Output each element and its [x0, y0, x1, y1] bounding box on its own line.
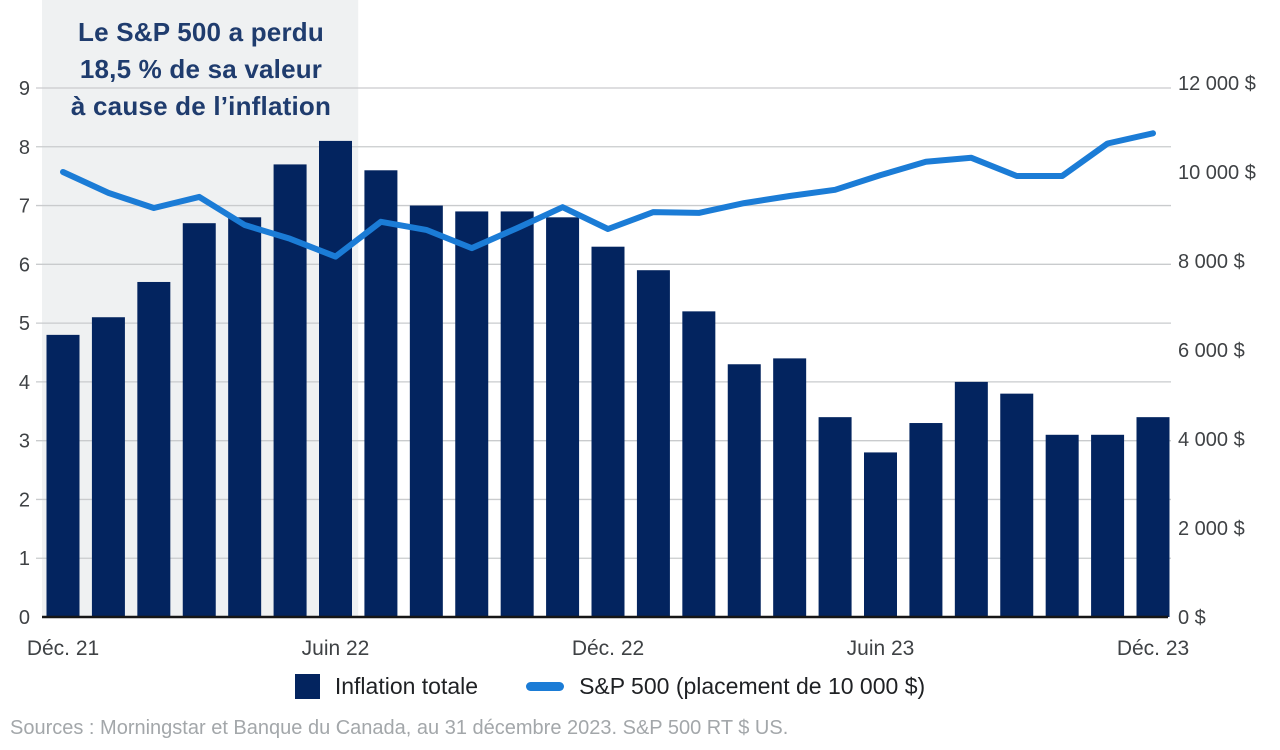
inflation-bar	[319, 140, 353, 617]
y-left-tick-label: 6	[19, 254, 30, 276]
inflation-bar	[727, 364, 761, 617]
y-right-tick-label: 6 000 $	[1178, 340, 1245, 362]
y-left-tick-label: 4	[19, 372, 30, 394]
inflation-bar	[182, 223, 216, 617]
inflation-bar	[909, 423, 943, 617]
y-right-tick-label: 12 000 $	[1178, 73, 1256, 95]
x-tick-label: Juin 23	[847, 637, 915, 660]
annotation-callout: Le S&P 500 a perdu 18,5 % de sa valeur à…	[42, 14, 360, 125]
legend-label-inflation: Inflation totale	[334, 672, 479, 699]
sp500-swatch-icon	[526, 681, 565, 691]
x-tick-label: Juin 22	[302, 637, 370, 660]
y-right-tick-label: 0 $	[1178, 607, 1206, 629]
inflation-bar	[455, 211, 489, 617]
inflation-bar	[864, 452, 898, 617]
inflation-bar	[636, 270, 670, 617]
annotation-line-1: Le S&P 500 a perdu	[78, 17, 324, 47]
inflation-bar	[1136, 417, 1170, 617]
inflation-bar	[228, 217, 262, 618]
inflation-bar	[364, 170, 398, 618]
x-tick-label: Déc. 21	[27, 637, 99, 660]
y-left-tick-label: 1	[19, 548, 30, 570]
inflation-bar	[1045, 434, 1079, 617]
legend: Inflation totale S&P 500 (placement de 1…	[0, 669, 1280, 703]
inflation-bar	[954, 381, 988, 617]
inflation-bar	[46, 334, 80, 617]
y-right-tick-label: 4 000 $	[1178, 429, 1245, 451]
y-left-tick-label: 5	[19, 313, 30, 335]
y-right-tick-label: 10 000 $	[1178, 162, 1256, 184]
inflation-swatch-icon	[294, 673, 320, 699]
inflation-bar	[500, 211, 534, 617]
inflation-bar	[682, 311, 716, 617]
inflation-bar	[91, 317, 125, 617]
y-left-tick-label: 7	[19, 196, 30, 218]
inflation-bar	[1000, 393, 1034, 617]
annotation-line-2: 18,5 % de sa valeur	[79, 54, 323, 84]
legend-item-inflation: Inflation totale	[294, 672, 479, 700]
inflation-bar	[137, 281, 171, 617]
inflation-bar	[546, 217, 580, 618]
y-left-tick-label: 8	[19, 137, 30, 159]
sp500-line	[60, 130, 1157, 260]
y-right-tick-label: 8 000 $	[1178, 251, 1245, 273]
inflation-bar	[1091, 434, 1125, 617]
y-left-tick-label: 0	[19, 607, 30, 629]
x-tick-label: Déc. 23	[1117, 637, 1189, 660]
y-left-tick-label: 2	[19, 489, 30, 511]
inflation-bar	[409, 205, 443, 618]
inflation-bar	[773, 358, 807, 617]
y-left-tick-label: 3	[19, 431, 30, 453]
y-left-tick-label: 9	[19, 78, 30, 100]
y-right-tick-label: 2 000 $	[1178, 518, 1245, 540]
annotation-line-3: à cause de l’inflation	[70, 91, 332, 121]
x-tick-label: Déc. 22	[572, 637, 644, 660]
inflation-bar	[591, 246, 625, 617]
source-note: Sources : Morningstar et Banque du Canad…	[10, 717, 789, 739]
inflation-bar	[818, 417, 852, 617]
legend-label-sp500: S&P 500 (placement de 10 000 $)	[579, 672, 926, 699]
legend-item-sp500: S&P 500 (placement de 10 000 $)	[526, 673, 925, 700]
